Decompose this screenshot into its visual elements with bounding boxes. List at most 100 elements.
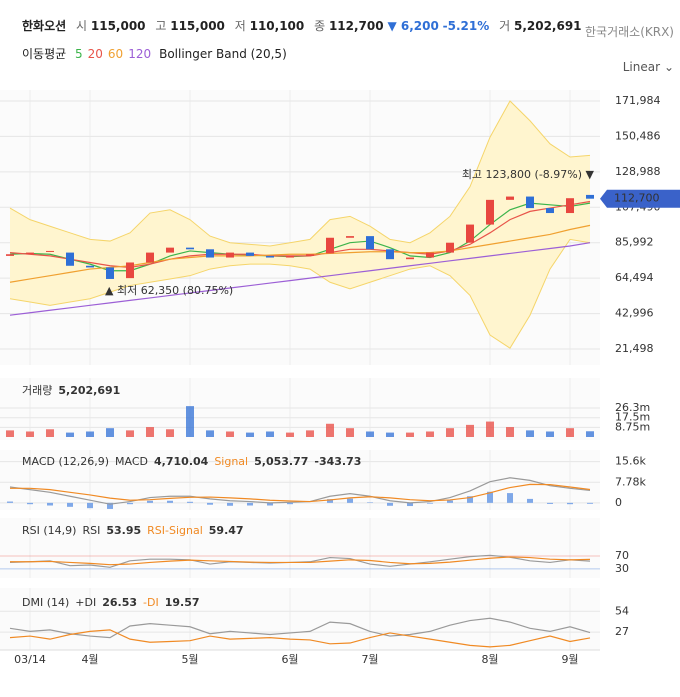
x-tick-label: 8월: [481, 653, 498, 666]
histogram-bar: [387, 502, 393, 506]
histogram-bar: [207, 502, 213, 505]
volume-bar: [146, 427, 154, 437]
legend-text: 19.57: [165, 596, 200, 609]
y-tick-label: 26.3m: [615, 401, 650, 414]
label: 거: [499, 19, 511, 33]
volume-bar: [406, 432, 414, 437]
volume-bar: [306, 430, 314, 437]
exchange: 한국거래소(KRX): [585, 25, 674, 39]
histogram-bar: [67, 502, 73, 507]
volume-bar: [6, 430, 14, 437]
histogram-bar: [507, 493, 513, 503]
line: [10, 556, 591, 566]
histogram-bar: [7, 501, 13, 503]
histogram-bar: [227, 502, 233, 506]
histogram-bar: [547, 502, 553, 504]
value: 112,700: [328, 19, 384, 33]
candle: [366, 236, 374, 250]
legend-text: RSI-Signal: [147, 524, 203, 537]
volume-bar: [466, 424, 474, 437]
scale-mode[interactable]: Linear: [622, 60, 660, 74]
y-tick-label: 21,498: [615, 342, 654, 355]
candle: [466, 224, 474, 243]
panel-legend: 거래량 5,202,691: [22, 384, 120, 397]
legend-text: -343.73: [314, 455, 361, 468]
quote-line: 한화오션 시 115,000 고 115,000 저 110,100 종 112…: [22, 17, 582, 34]
histogram-bar: [407, 502, 413, 507]
histogram-bar: [27, 502, 33, 505]
histogram-bar: [427, 502, 433, 504]
legend-text: 26.53: [102, 596, 137, 609]
panel-bg: [0, 378, 600, 440]
line: [10, 483, 591, 503]
histogram-bar: [567, 502, 573, 505]
candle: [86, 265, 94, 268]
volume-bar: [426, 431, 434, 437]
x-tick-label: 7월: [361, 653, 378, 666]
x-tick-label: 4월: [81, 653, 98, 666]
volume-bar: [546, 431, 554, 437]
value: 115,000: [90, 19, 146, 33]
dropdown-arrow[interactable]: ⌄: [663, 60, 674, 74]
volume-bar: [326, 423, 334, 437]
y-tick-label: 42,996: [615, 307, 654, 320]
histogram-bar: [127, 502, 133, 505]
legend-text: +DI: [75, 596, 96, 609]
volume-bar: [46, 429, 54, 437]
line: [9, 200, 591, 269]
volume-bar: [366, 431, 374, 437]
histogram-bar: [247, 502, 253, 506]
annotation: ▲ 최저 62,350 (80.75%): [105, 284, 233, 297]
legend-text: RSI: [82, 524, 100, 537]
stock-name: 한화오션: [22, 19, 67, 33]
volume-bar: [66, 432, 74, 437]
candle: [6, 254, 14, 256]
y-tick-label: 17.5m: [615, 411, 650, 424]
histogram-bar: [287, 502, 293, 505]
legend-text: DMI (14): [22, 596, 69, 609]
y-tick-label: 27: [615, 625, 629, 638]
candle: [106, 267, 114, 279]
change: ▼ 6,200: [387, 19, 439, 33]
candle: [526, 196, 534, 209]
line: [9, 477, 591, 505]
candle: [206, 249, 214, 258]
legend-entry: 5: [75, 47, 83, 61]
histogram-bar: [167, 500, 173, 503]
y-tick-label: 171,984: [615, 94, 661, 107]
candle: [126, 262, 134, 279]
candle: [166, 247, 174, 253]
volume-bar: [226, 431, 234, 437]
line: [9, 238, 591, 349]
value: 110,100: [249, 19, 305, 33]
legend-entry: 120: [128, 47, 152, 61]
candle: [266, 255, 274, 258]
legend-text: RSI (14,9): [22, 524, 76, 537]
candle: [566, 198, 574, 214]
legend-text: 거래량: [22, 384, 52, 397]
y-tick-label: 64,494: [615, 271, 654, 284]
candle: [406, 257, 414, 260]
y-tick-label: 128,988: [615, 165, 661, 178]
legend-text: 5,202,691: [58, 384, 120, 397]
volume-bar: [26, 431, 34, 437]
candle: [446, 242, 454, 253]
x-tick-label: 03/14: [14, 653, 46, 666]
candle: [226, 252, 234, 258]
y-tick-label: 54: [615, 604, 629, 617]
legend-text: 5,053.77: [254, 455, 308, 468]
line: [9, 242, 591, 316]
candle: [186, 247, 194, 250]
y-tick-label: 85,992: [615, 236, 654, 249]
candle: [586, 194, 594, 199]
candle: [346, 236, 354, 238]
volume-bar: [506, 427, 514, 437]
candle: [426, 252, 434, 258]
change-pct: -5.21%: [442, 19, 490, 33]
label: 고: [155, 19, 167, 33]
candle: [46, 250, 54, 252]
histogram-bar: [187, 501, 193, 503]
panel-legend: MACD (12,26,9) MACD 4,710.04 Signal 5,053.77…: [22, 455, 361, 468]
